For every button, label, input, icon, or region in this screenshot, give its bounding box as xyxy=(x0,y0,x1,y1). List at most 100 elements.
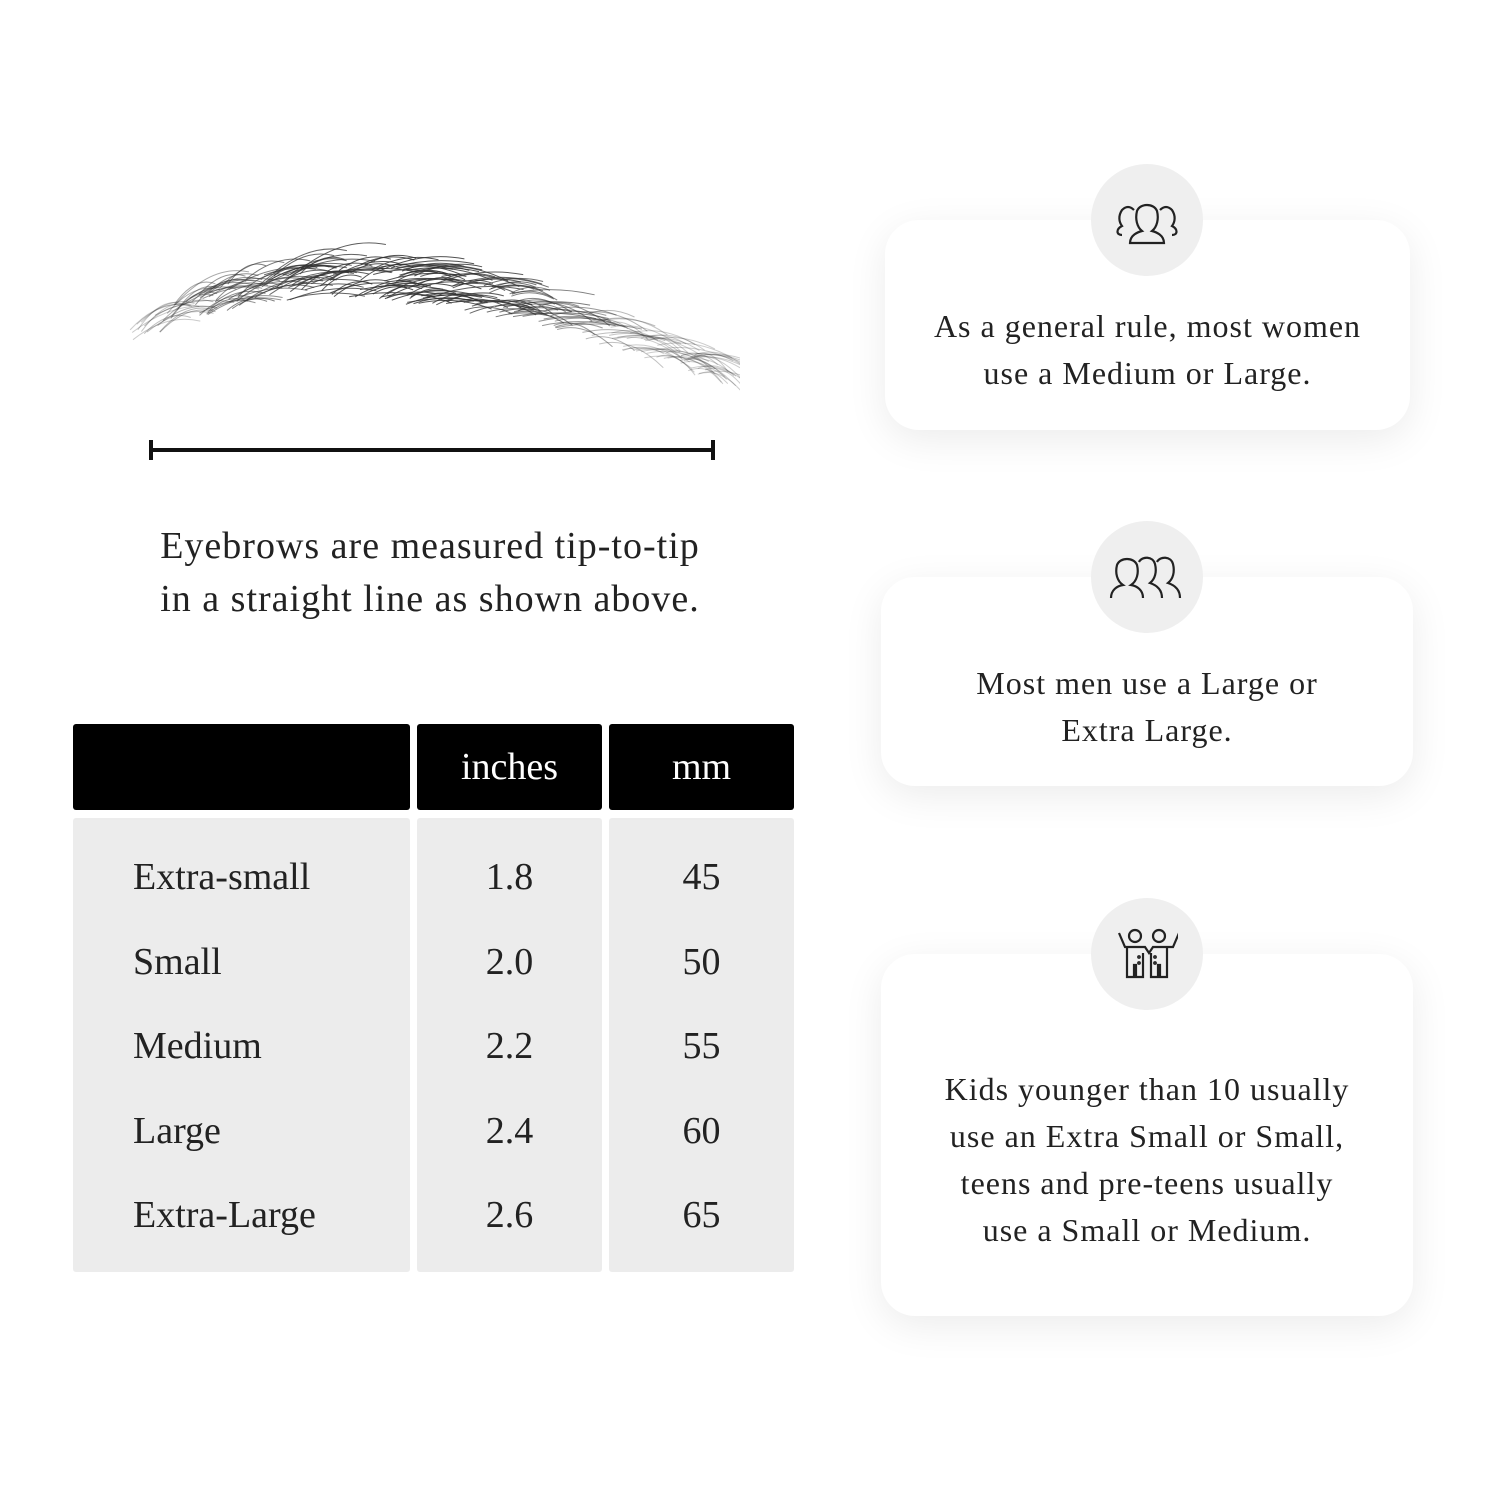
brow-hair xyxy=(588,309,635,318)
brow-hair xyxy=(489,285,535,294)
brow-hair xyxy=(656,354,696,376)
brow-hair xyxy=(321,274,362,291)
brow-hair xyxy=(495,312,554,318)
brow-hair xyxy=(394,265,461,275)
cell-inches: 1.8 xyxy=(485,856,534,898)
brow-hair xyxy=(489,281,537,291)
brow-hair xyxy=(304,283,364,291)
brow-hair xyxy=(259,264,315,286)
brow-hair xyxy=(331,281,373,295)
brow-hair xyxy=(640,348,710,362)
kids-icon xyxy=(1117,928,1178,979)
brow-hair xyxy=(657,342,733,359)
brow-hair xyxy=(697,371,740,391)
brow-hair xyxy=(464,306,513,315)
header-mm: mm xyxy=(609,724,794,810)
women-card-text: As a general rule, most women use a Medi… xyxy=(933,308,1362,391)
brow-hair xyxy=(146,310,214,333)
brow-hair xyxy=(696,353,740,359)
brow-hair xyxy=(541,321,616,327)
brow-hair xyxy=(644,355,726,377)
brow-hair xyxy=(623,344,695,373)
brow-hair xyxy=(129,303,191,331)
brow-hair xyxy=(132,318,201,341)
brow-hair xyxy=(420,272,466,281)
cell-mm: 45 xyxy=(682,856,721,898)
brow-hair xyxy=(691,354,740,361)
kids-card: Kids younger than 10 usually use an Extr… xyxy=(881,954,1413,1316)
size-column xyxy=(73,818,410,1272)
brow-hair xyxy=(159,309,216,333)
brow-hair xyxy=(690,355,740,379)
brow-hair xyxy=(511,290,558,301)
brow-hair xyxy=(517,305,559,312)
brow-hair xyxy=(680,353,740,363)
brow-hair xyxy=(503,301,591,308)
brow-hair xyxy=(237,275,320,296)
brow-hair xyxy=(575,321,645,337)
brow-hair xyxy=(372,280,419,289)
brow-hair xyxy=(655,347,734,362)
brow-hair xyxy=(140,303,192,332)
brow-hair xyxy=(688,368,729,384)
brow-hair xyxy=(319,266,384,287)
brow-hair xyxy=(426,292,479,302)
brow-hair xyxy=(545,306,617,316)
brow-hair xyxy=(691,365,740,379)
brow-hair xyxy=(195,279,247,306)
brow-hair xyxy=(136,303,193,325)
brow-hair xyxy=(173,281,216,305)
brow-hair xyxy=(511,292,555,300)
brow-hair xyxy=(605,321,649,341)
brow-hair xyxy=(680,360,724,385)
brow-hair xyxy=(131,305,218,333)
brow-hair xyxy=(611,330,659,342)
brow-hair xyxy=(269,276,337,290)
brow-hair xyxy=(246,282,333,301)
brow-hair xyxy=(299,256,345,275)
brow-hair xyxy=(646,350,716,370)
brow-hair xyxy=(687,356,740,369)
brow-hair xyxy=(199,297,282,314)
brow-hair xyxy=(617,335,700,355)
brow-hair xyxy=(228,287,308,303)
brow-hair xyxy=(455,298,509,309)
brow-hair xyxy=(556,327,613,348)
kids-card-text: Kids younger than 10 usually use an Extr… xyxy=(944,1071,1350,1248)
brow-hair xyxy=(371,256,439,271)
brow-hair xyxy=(538,302,580,308)
cell-size: Large xyxy=(133,1109,221,1152)
brow-hair xyxy=(288,278,369,288)
brow-hair xyxy=(407,298,488,304)
caption-line-2: in a straight line as shown above. xyxy=(160,578,700,620)
brow-hair xyxy=(170,291,218,317)
cell-size: Extra-Large xyxy=(133,1194,316,1236)
measurement-caption: Eyebrows are measured tip-to-tip in a st… xyxy=(80,520,780,626)
brow-hair xyxy=(697,365,737,377)
cell-size: Extra-small xyxy=(133,856,311,898)
cell-inches: 2.2 xyxy=(485,1025,534,1067)
brow-hair xyxy=(679,358,727,380)
men-icon-circle xyxy=(1091,521,1203,633)
brow-hair xyxy=(287,258,375,276)
women-group-icon xyxy=(1116,203,1178,245)
header-size xyxy=(73,724,410,810)
brow-hair xyxy=(206,300,256,315)
brow-hair xyxy=(704,367,740,385)
brow-hair xyxy=(198,273,246,296)
men-card-text: Most men use a Large or Extra Large. xyxy=(976,664,1318,748)
brow-hair xyxy=(610,325,689,353)
cell-inches: 2.4 xyxy=(485,1109,534,1152)
cell-mm: 50 xyxy=(682,940,721,983)
brow-hair xyxy=(614,336,683,360)
brow-hair xyxy=(395,270,448,282)
brow-hair xyxy=(137,302,184,331)
brow-hair xyxy=(622,346,664,355)
brow-hair xyxy=(300,242,386,270)
cell-size: Small xyxy=(133,940,222,983)
brow-hair xyxy=(140,301,195,323)
brow-hair xyxy=(553,322,596,335)
brow-hair xyxy=(463,299,537,316)
brow-hair xyxy=(490,284,543,292)
brow-hair xyxy=(291,275,335,286)
